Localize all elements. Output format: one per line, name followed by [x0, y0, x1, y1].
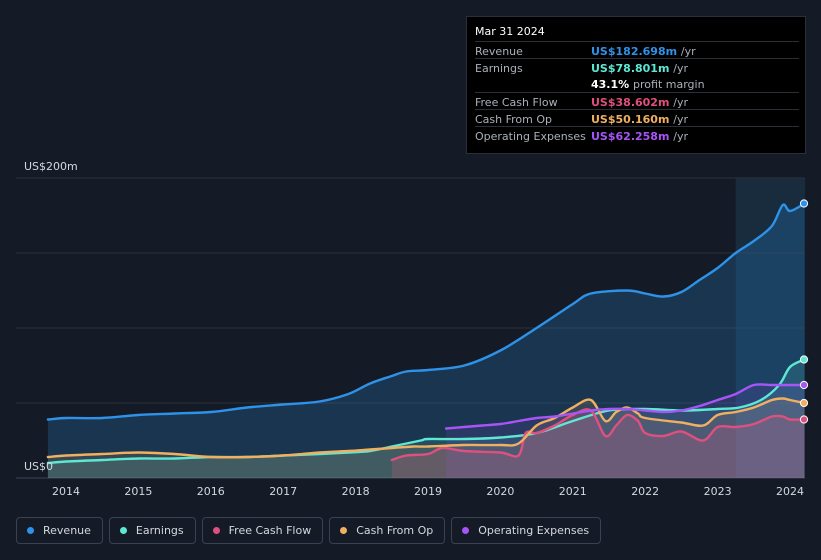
endpoint-earnings — [799, 355, 809, 364]
x-tick-label: 2016 — [197, 485, 225, 498]
tooltip-row-earnings: Earnings US$78.801m /yr — [475, 58, 799, 76]
line-revenue — [46, 202, 806, 421]
x-tick-label: 2020 — [486, 485, 514, 498]
series-endpoints — [799, 199, 809, 424]
x-tick-label: 2021 — [559, 485, 587, 498]
gridlines — [16, 177, 805, 479]
legend-item-earnings[interactable]: Earnings — [108, 517, 196, 544]
legend-item-revenue[interactable]: Revenue — [16, 517, 103, 544]
y-axis-top-label: US$200m — [24, 160, 78, 173]
tooltip-label: Earnings — [475, 62, 523, 75]
legend-item-cash-from-op[interactable]: Cash From Op — [329, 517, 446, 544]
legend-label: Earnings — [135, 524, 184, 537]
line-free-cash-flow — [390, 408, 806, 462]
x-tick-label: 2022 — [631, 485, 659, 498]
tooltip-value: US$50.160m /yr — [591, 113, 689, 126]
area-earnings — [47, 359, 805, 478]
tooltip-date: Mar 31 2024 — [475, 25, 545, 38]
legend-label: Free Cash Flow — [228, 524, 312, 537]
legend-label: Cash From Op — [356, 524, 434, 537]
line-operating-expenses — [444, 383, 806, 430]
legend-item-free-cash-flow[interactable]: Free Cash Flow — [201, 517, 324, 544]
tooltip-label: Revenue — [475, 45, 523, 58]
x-axis-ticks: 2014 2015 2016 2017 2018 2019 2020 2021 2022 2023… — [52, 485, 804, 498]
tooltip-label: Free Cash Flow — [475, 96, 558, 109]
line-earnings — [46, 358, 806, 465]
tooltip-row-revenue: Revenue US$182.698m /yr — [475, 41, 799, 59]
legend: Revenue Earnings Free Cash Flow Cash Fro… — [16, 517, 602, 546]
legend-dot-icon — [212, 527, 220, 534]
tooltip-label: Cash From Op — [475, 113, 553, 126]
endpoint-operating-expenses — [799, 380, 809, 390]
legend-dot-icon — [27, 527, 34, 534]
x-tick-label: 2019 — [414, 485, 442, 498]
line-cash-from-op — [46, 397, 806, 459]
series-lines — [46, 202, 806, 465]
x-tick-label: 2015 — [124, 485, 152, 498]
area-operating-expenses — [446, 384, 805, 478]
legend-item-operating-expenses[interactable]: Operating Expenses — [451, 517, 602, 544]
legend-label: Operating Expenses — [478, 524, 590, 537]
tooltip-value: US$182.698m /yr — [591, 45, 696, 58]
x-tick-label: 2024 — [776, 485, 804, 498]
tooltip-row-fcf: Free Cash Flow US$38.602m /yr — [475, 92, 799, 110]
tooltip-value: US$38.602m /yr — [591, 96, 689, 109]
tooltip-label: Operating Expenses — [475, 130, 586, 143]
legend-dot-icon — [119, 527, 127, 534]
x-tick-label: 2023 — [704, 485, 732, 498]
tooltip: Mar 31 2024 Revenue US$182.698m /yr Earn… — [466, 16, 806, 154]
area-free-cash-flow — [391, 409, 805, 478]
tooltip-row-margin: 43.1% profit margin — [475, 75, 799, 92]
legend-dot-icon — [340, 527, 348, 534]
x-tick-label: 2018 — [342, 485, 370, 498]
tooltip-profit-margin: 43.1% profit margin — [591, 78, 705, 91]
endpoint-cash-from-op — [799, 398, 809, 408]
endpoint-free-cash-flow — [799, 415, 809, 424]
y-axis-bottom-label: US$0 — [24, 460, 53, 473]
tooltip-row-opex: Operating Expenses US$62.258m /yr — [475, 126, 799, 144]
tooltip-value: US$62.258m /yr — [591, 130, 689, 143]
x-tick-label: 2017 — [269, 485, 297, 498]
legend-dot-icon — [462, 527, 470, 534]
x-tick-label: 2014 — [52, 485, 80, 498]
tooltip-value: US$78.801m /yr — [591, 62, 689, 75]
endpoint-revenue — [799, 199, 809, 208]
legend-label: Revenue — [43, 524, 91, 537]
tooltip-row-cfo: Cash From Op US$50.160m /yr — [475, 109, 799, 127]
